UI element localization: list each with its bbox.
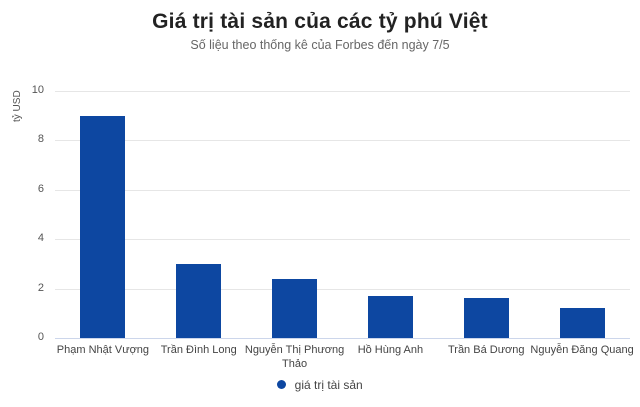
y-tick-label: 8: [37, 133, 44, 146]
bar[interactable]: [272, 278, 318, 338]
bar[interactable]: [80, 115, 126, 338]
chart-title: Giá trị tài sản của các tỷ phú Việt: [152, 10, 488, 33]
x-axis-line: [55, 338, 630, 339]
chart-subtitle: Số liệu theo thống kê của Forbes đến ngà…: [190, 38, 450, 52]
y-tick-label: 6: [37, 182, 44, 195]
y-tick-label: 0: [37, 331, 44, 343]
gridline: [55, 288, 630, 290]
legend[interactable]: giá trị tài sản: [0, 378, 640, 392]
y-tick-label: 4: [37, 232, 44, 245]
bar[interactable]: [559, 308, 605, 338]
gridline: [55, 189, 630, 191]
x-tick-label: Hồ Hùng Anh: [357, 344, 424, 356]
x-tick-label: Trần Đình Long: [160, 344, 237, 356]
gridline: [55, 91, 630, 92]
y-axis-label: tỷ USD: [12, 90, 23, 122]
legend-label: giá trị tài sản: [294, 378, 363, 392]
x-tick-label: Trần Bá Dương: [447, 344, 525, 356]
y-tick-label: 10: [31, 84, 44, 96]
x-tick-label: Nguyễn Đăng Quang: [530, 344, 634, 356]
bar[interactable]: [463, 298, 509, 338]
legend-marker-icon: [277, 380, 287, 390]
x-tick-label: Nguyễn Thị Phương Thảo: [244, 344, 345, 370]
bar[interactable]: [176, 263, 222, 338]
gridline: [55, 239, 630, 241]
bar[interactable]: [367, 296, 413, 338]
y-tick-label: 2: [37, 281, 44, 294]
gridline: [55, 140, 630, 142]
x-tick-label: Phạm Nhật Vượng: [56, 344, 150, 356]
